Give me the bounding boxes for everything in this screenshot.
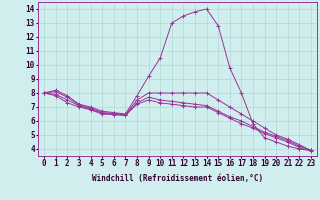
X-axis label: Windchill (Refroidissement éolien,°C): Windchill (Refroidissement éolien,°C)	[92, 174, 263, 183]
